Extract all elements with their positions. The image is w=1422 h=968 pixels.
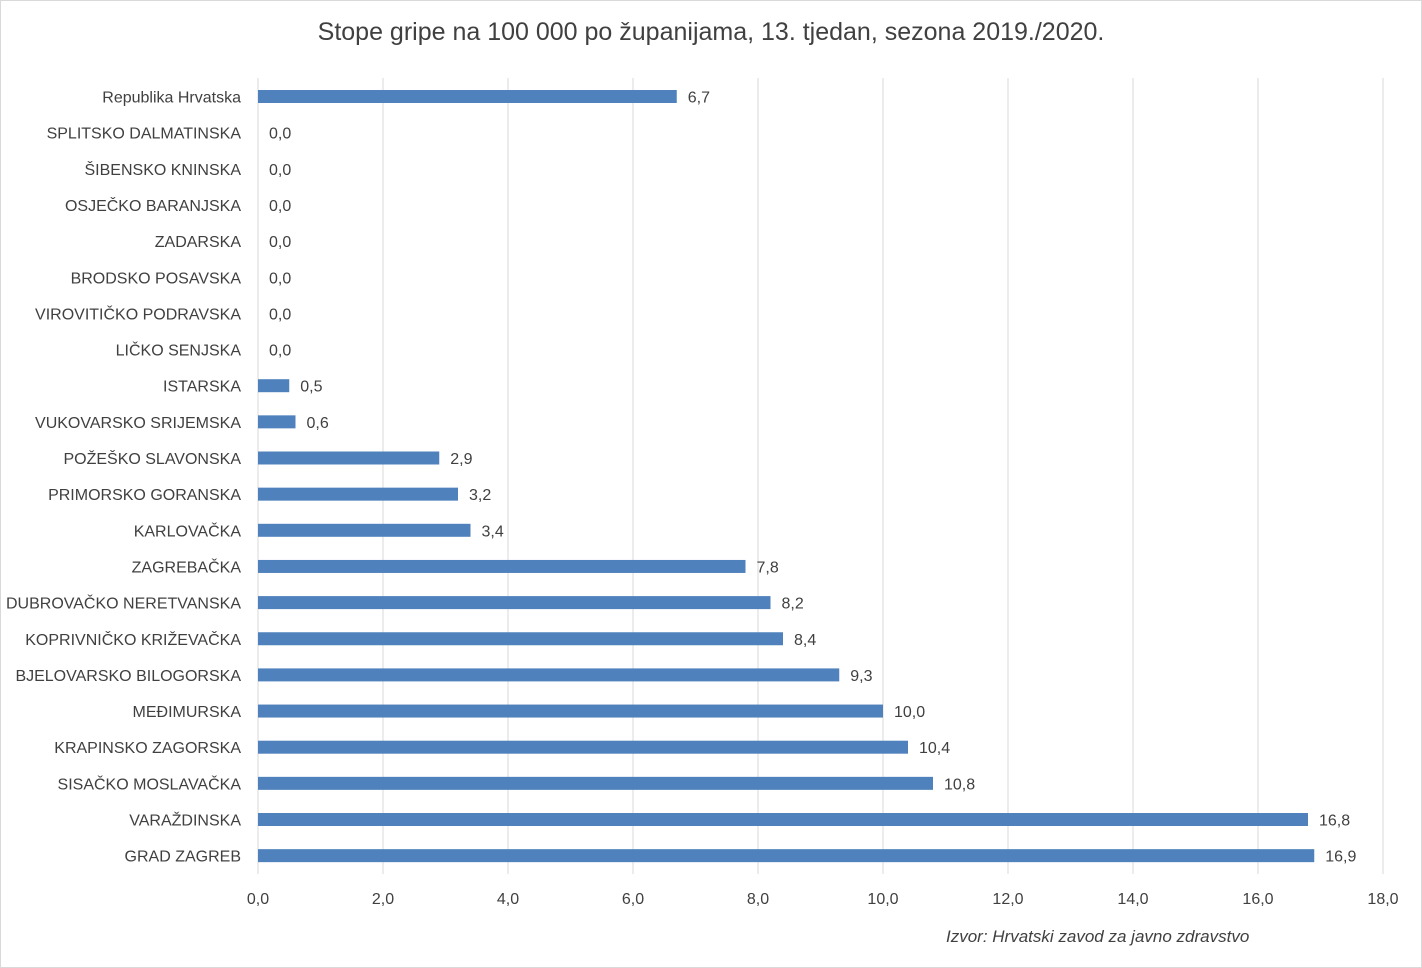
data-label: 0,0 <box>269 126 291 143</box>
category-label: GRAD ZAGREB <box>125 849 241 866</box>
source-note: Izvor: Hrvatski zavod za javno zdravstvo <box>946 927 1250 946</box>
data-label: 3,4 <box>482 523 504 540</box>
category-label: OSJEČKO BARANJSKA <box>65 196 241 215</box>
bar <box>258 740 908 754</box>
data-label: 16,9 <box>1325 849 1356 866</box>
data-label: 0,0 <box>269 162 291 179</box>
bar <box>258 668 840 682</box>
data-label: 0,0 <box>269 343 291 360</box>
bar <box>258 849 1315 863</box>
x-tick-label: 6,0 <box>622 891 644 908</box>
category-label: VARAŽDINSKA <box>129 811 241 830</box>
data-label: 10,4 <box>919 740 950 757</box>
bar <box>258 487 458 501</box>
data-label: 0,5 <box>300 379 322 396</box>
category-label: DUBROVAČKO NERETVANSKA <box>6 594 241 613</box>
category-label: VIROVITIČKO PODRAVSKA <box>35 304 241 323</box>
data-label: 3,2 <box>469 487 491 504</box>
data-label: 2,9 <box>450 451 472 468</box>
x-tick-label: 10,0 <box>867 891 898 908</box>
category-label: SISAČKO MOSLAVAČKA <box>58 774 242 793</box>
category-label: POŽEŠKO SLAVONSKA <box>63 449 241 468</box>
category-label: PRIMORSKO GORANSKA <box>48 487 241 504</box>
x-tick-label: 12,0 <box>992 891 1023 908</box>
category-label: KOPRIVNIČKO KRIŽEVAČKA <box>25 630 241 649</box>
data-label: 10,8 <box>944 776 975 793</box>
bar <box>258 90 677 103</box>
bar <box>258 704 883 718</box>
category-label: VUKOVARSKO SRIJEMSKA <box>35 415 241 432</box>
bar <box>258 451 440 465</box>
x-tick-label: 18,0 <box>1367 891 1398 908</box>
data-label: 0,0 <box>269 270 291 287</box>
category-label: Republika Hrvatska <box>102 90 241 107</box>
x-tick-label: 14,0 <box>1117 891 1148 908</box>
category-label: SPLITSKO DALMATINSKA <box>47 126 242 143</box>
data-label: 7,8 <box>757 559 779 576</box>
data-label: 0,0 <box>269 306 291 323</box>
category-label: ZAGREBAČKA <box>132 557 242 576</box>
x-tick-label: 2,0 <box>372 891 394 908</box>
data-label: 16,8 <box>1319 813 1350 830</box>
x-tick-label: 16,0 <box>1242 891 1273 908</box>
category-label: MEĐIMURSKA <box>133 704 242 721</box>
bar <box>258 523 471 537</box>
bar <box>258 596 771 610</box>
data-label: 9,3 <box>850 668 872 685</box>
x-tick-label: 0,0 <box>247 891 269 908</box>
x-tick-label: 8,0 <box>747 891 769 908</box>
category-label: ZADARSKA <box>155 234 242 251</box>
bar <box>258 632 783 646</box>
bar <box>258 559 746 573</box>
data-label: 8,2 <box>782 596 804 613</box>
bar <box>258 776 933 790</box>
category-label: KRAPINSKO ZAGORSKA <box>54 740 241 757</box>
category-label: BRODSKO POSAVSKA <box>71 270 242 287</box>
chart-title: Stope gripe na 100 000 po županijama, 13… <box>317 18 1105 46</box>
data-label: 8,4 <box>794 632 816 649</box>
category-label: ŠIBENSKO KNINSKA <box>85 160 242 179</box>
category-label: KARLOVAČKA <box>134 521 242 540</box>
data-label: 0,6 <box>307 415 329 432</box>
bar <box>258 379 290 393</box>
category-label: ISTARSKA <box>163 379 241 396</box>
data-label: 6,7 <box>688 90 710 107</box>
bar <box>258 813 1308 826</box>
data-label: 0,0 <box>269 198 291 215</box>
x-tick-label: 4,0 <box>497 891 519 908</box>
category-label: BJELOVARSKO BILOGORSKA <box>15 668 241 685</box>
data-label: 0,0 <box>269 234 291 251</box>
category-label: LIČKO SENJSKA <box>116 341 242 360</box>
data-label: 10,0 <box>894 704 925 721</box>
bar <box>258 415 296 429</box>
